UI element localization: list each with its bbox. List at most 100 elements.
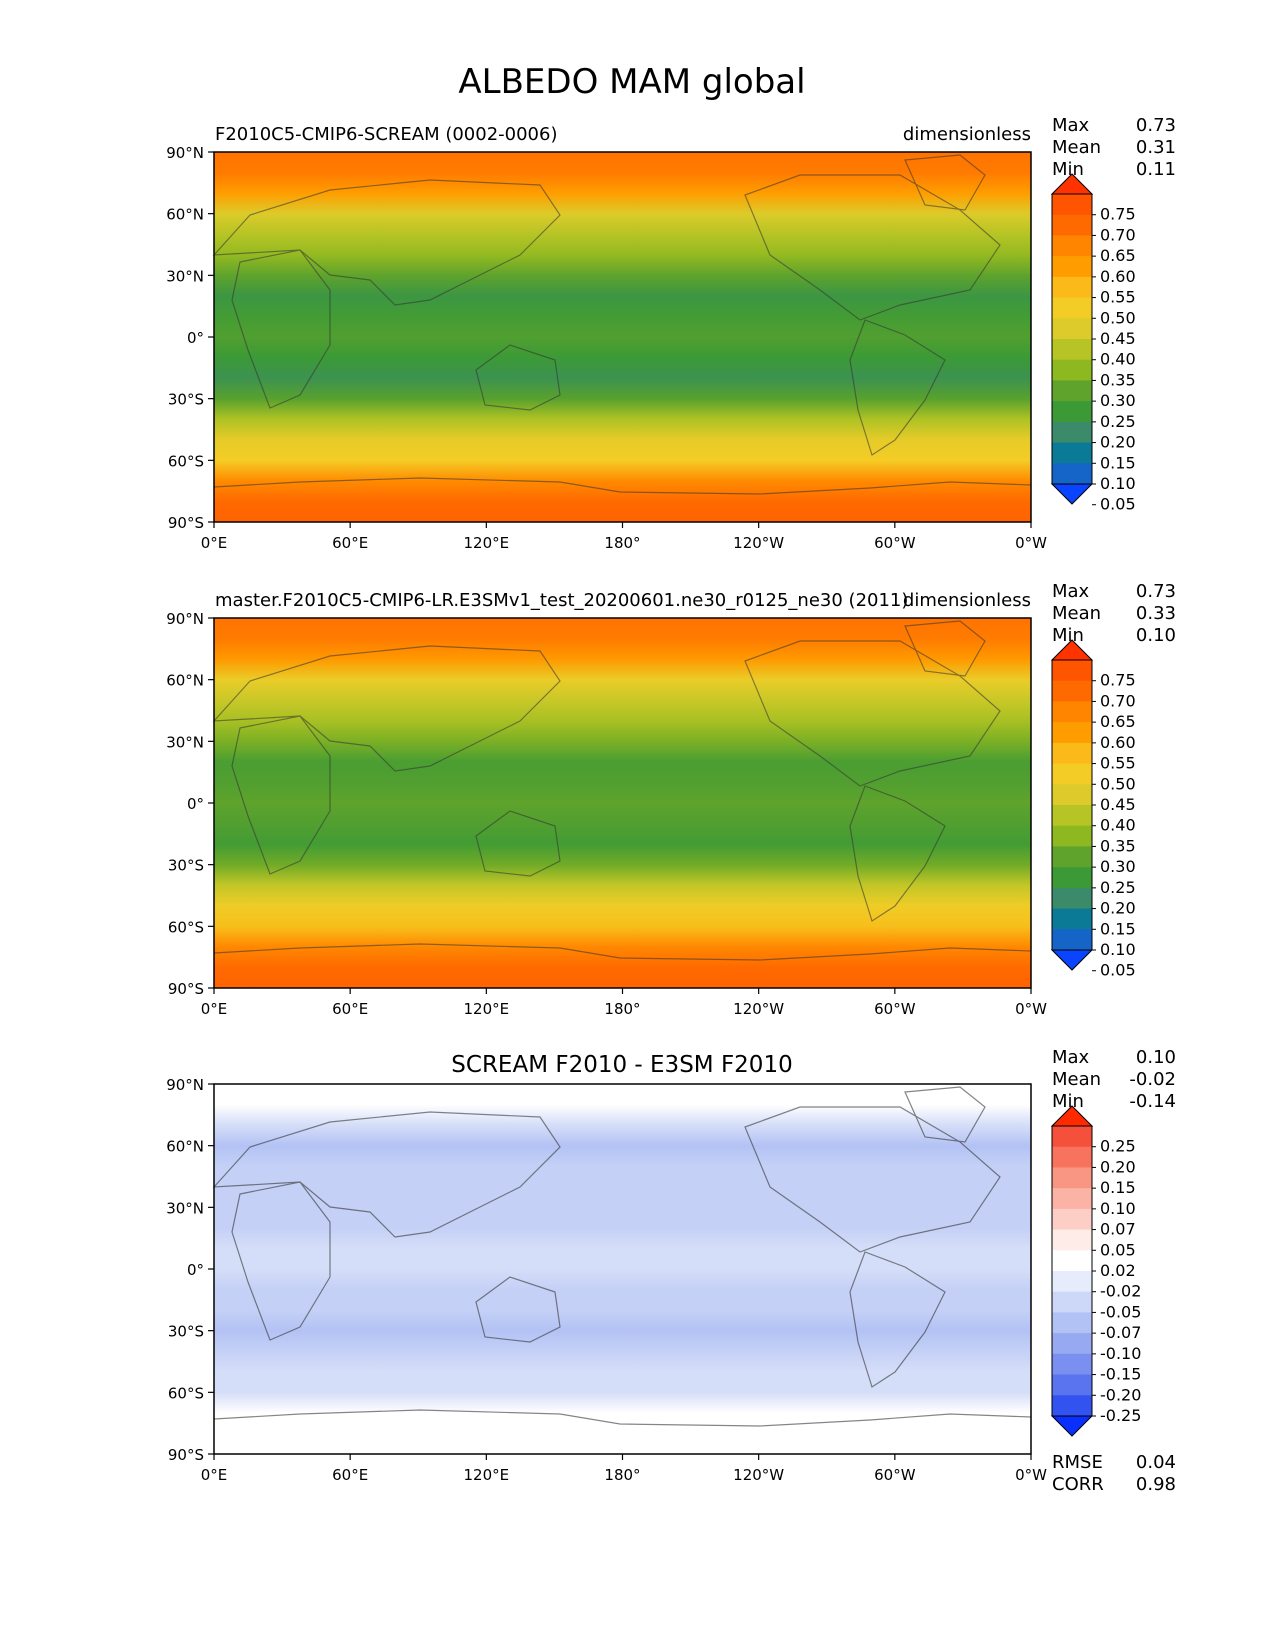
colorbar: 0.250.20 0.15 0.10 0.070.05 0.02 -0.02-0.05 -0… — [1050, 1105, 1141, 1437]
colorbar-segment — [1052, 660, 1092, 682]
colorbar-segment — [1052, 1188, 1092, 1210]
metric-label: RMSE — [1052, 1452, 1103, 1473]
colorbar-segment — [1052, 359, 1092, 381]
stat-label: Mean — [1052, 1069, 1101, 1090]
north-america-outline — [744, 1106, 1001, 1253]
colorbar-label: 0.20 — [1100, 433, 1136, 452]
stat-value: 0.10 — [1136, 625, 1176, 646]
colorbar-segment — [1052, 1312, 1092, 1334]
stat-label: Mean — [1052, 137, 1101, 158]
colorbar-label: -0.05 — [1100, 1302, 1141, 1321]
x-ticks: 0°E 60°E 120°E 180° 120°W 60°W 0°W — [201, 1454, 1047, 1484]
colorbar-label: 0.50 — [1100, 774, 1136, 793]
colorbar-label: 0.60 — [1100, 267, 1136, 286]
africa-outline — [231, 715, 331, 875]
y-tick-label: 90°N — [166, 610, 204, 628]
greenland-outline — [904, 620, 986, 677]
metric-label: CORR — [1052, 1474, 1104, 1495]
metrics-block: RMSE 0.04 CORR 0.98 — [1052, 1452, 1176, 1495]
stat-value: 0.33 — [1136, 603, 1176, 624]
x-tick-label: 0°E — [201, 534, 228, 552]
australia-outline — [475, 810, 561, 877]
colorbar-segment — [1052, 1271, 1092, 1293]
colorbar-label: -0.20 — [1100, 1385, 1141, 1404]
colorbar-segment — [1052, 908, 1092, 930]
panel-units: dimensionless — [903, 124, 1031, 145]
colorbar-segment — [1052, 1229, 1092, 1251]
colorbar-min-extend — [1050, 949, 1094, 971]
figure-title: ALBEDO MAM global — [458, 62, 805, 102]
colorbar-segment — [1052, 722, 1092, 744]
y-tick-label: 60°N — [166, 1138, 204, 1156]
colorbar-min-extend — [1050, 1415, 1094, 1437]
x-tick-label: 180° — [604, 534, 640, 552]
colorbar-segment — [1052, 276, 1092, 299]
africa-outline — [231, 249, 331, 409]
eurasia-outline — [212, 645, 561, 772]
colorbar-segment — [1052, 1395, 1092, 1417]
panel-title: SCREAM F2010 - E3SM F2010 — [451, 1052, 792, 1078]
y-tick-label: 30°N — [166, 1199, 204, 1217]
colorbar-label: 0.35 — [1100, 836, 1136, 855]
greenland-outline — [904, 154, 986, 211]
x-ticks: 0°E 60°E 120°E 180° 120°W 60°W 0°W — [201, 522, 1047, 552]
x-tick-label: 0°E — [201, 1466, 228, 1484]
colorbar: 0.750.70 0.65 0.60 0.550.50 0.45 0.400.35 0.30… — [1050, 173, 1136, 514]
colorbar-segment — [1052, 421, 1092, 444]
south-america-outline — [849, 785, 946, 922]
x-tick-label: 120°W — [733, 534, 784, 552]
colorbar-label: 0.75 — [1100, 671, 1136, 690]
y-tick-label: 90°N — [166, 144, 204, 162]
colorbar-label: -0.15 — [1100, 1365, 1141, 1384]
y-tick-label: 60°N — [166, 672, 204, 690]
map-field — [214, 1084, 1031, 1454]
colorbar-segment — [1052, 929, 1092, 951]
colorbar-label: 0.15 — [1100, 453, 1136, 472]
y-tick-label: 0° — [187, 795, 204, 813]
panel-units: dimensionless — [903, 590, 1031, 611]
colorbar-segment — [1052, 825, 1092, 847]
colorbar-segment — [1052, 1374, 1092, 1396]
x-tick-label: 60°W — [874, 534, 916, 552]
antarctica-outline — [213, 477, 1032, 495]
x-tick-label: 120°W — [733, 1466, 784, 1484]
colorbar-segment — [1052, 380, 1092, 402]
colorbar-label: 0.50 — [1100, 308, 1136, 327]
stat-value: 0.11 — [1136, 159, 1176, 180]
y-tick-label: 30°N — [166, 733, 204, 751]
colorbar-segment — [1052, 742, 1092, 765]
greenland-outline — [904, 1086, 986, 1143]
colorbar-label: -0.07 — [1100, 1323, 1141, 1342]
y-tick-label: 60°N — [166, 206, 204, 224]
stat-label: Max — [1052, 115, 1090, 136]
colorbar-segment — [1052, 1353, 1092, 1376]
stat-label: Min — [1052, 1091, 1084, 1112]
colorbar-segment — [1052, 763, 1092, 785]
colorbar-segment — [1052, 339, 1092, 361]
x-tick-label: 120°E — [464, 534, 510, 552]
colorbar-label: 0.15 — [1100, 1178, 1136, 1197]
colorbar-segment — [1052, 442, 1092, 464]
colorbar-segment — [1052, 680, 1092, 702]
stat-value: 0.10 — [1136, 1047, 1176, 1068]
x-tick-label: 0°W — [1015, 1000, 1047, 1018]
colorbar-label: 0.65 — [1100, 246, 1136, 265]
colorbar-segment — [1052, 463, 1092, 485]
continent-outlines — [212, 620, 1032, 961]
colorbar-segment — [1052, 401, 1092, 423]
colorbar-label: 0.40 — [1100, 816, 1136, 835]
north-america-outline — [744, 174, 1001, 321]
colorbar-segment — [1052, 701, 1092, 723]
stat-label: Max — [1052, 581, 1090, 602]
y-ticks: 90°N 60°N 30°N 0° 30°S 60°S 90°S — [166, 610, 214, 998]
colorbar-segment — [1052, 1167, 1092, 1189]
x-tick-label: 60°W — [874, 1466, 916, 1484]
x-tick-label: 0°W — [1015, 1466, 1047, 1484]
colorbar-segment — [1052, 805, 1092, 827]
y-tick-label: 30°S — [168, 391, 204, 409]
stat-label: Min — [1052, 159, 1084, 180]
y-tick-label: 90°S — [168, 514, 204, 532]
panel-reference: master.F2010C5-CMIP6-LR.E3SMv1_test_2020… — [166, 581, 1176, 1018]
colorbar-label: 0.60 — [1100, 733, 1136, 752]
colorbar-label: 0.10 — [1100, 1199, 1136, 1218]
